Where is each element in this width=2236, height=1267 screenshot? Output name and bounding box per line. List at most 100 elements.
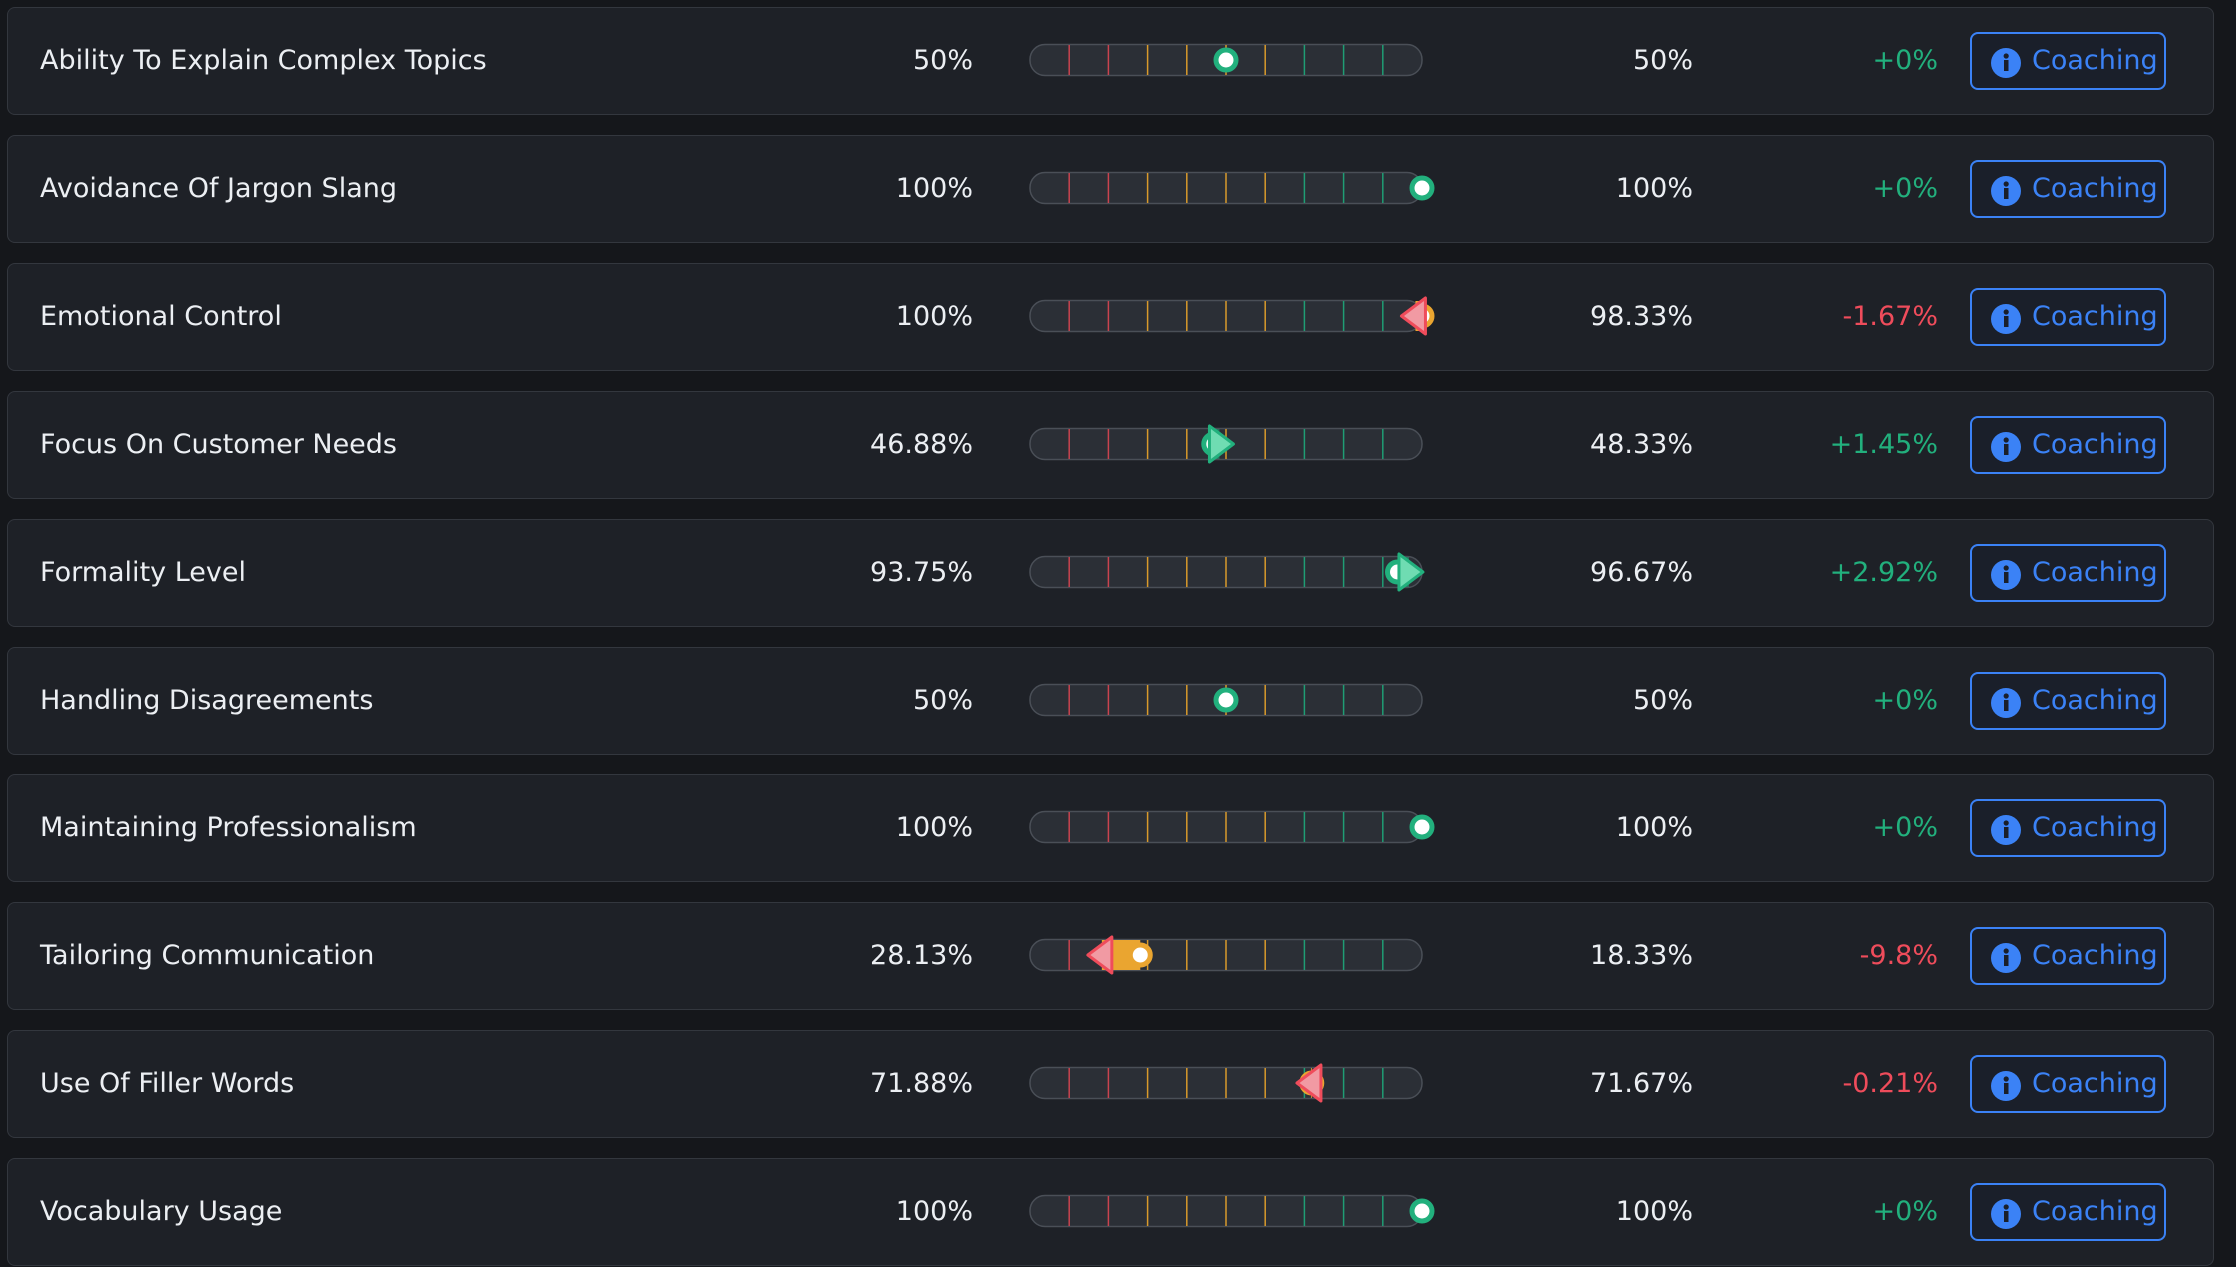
coaching-button[interactable]: Coaching (1970, 32, 2166, 90)
current-score: 50% (1632, 684, 1693, 716)
info-icon-stem (2004, 571, 2009, 583)
info-icon-dot (2003, 53, 2009, 59)
score-change: +0% (1872, 812, 1938, 844)
current-score: 100% (1615, 172, 1693, 204)
previous-score: 100% (895, 1196, 973, 1228)
current-score: 98.33% (1590, 300, 1693, 332)
metric-label: Use Of Filler Words (40, 1068, 295, 1100)
previous-marker (1213, 687, 1239, 712)
previous-marker (1409, 175, 1435, 201)
info-icon-stem (2004, 827, 2009, 839)
previous-score: 50% (912, 684, 973, 716)
info-icon (1991, 559, 2021, 590)
coaching-label: Coaching (2032, 940, 2158, 972)
score-track (1029, 424, 1423, 464)
metric-row: Maintaining Professionalism 100% 100% +0% Co… (7, 774, 2214, 883)
info-icon-dot (2003, 948, 2009, 954)
info-icon (1991, 1071, 2021, 1102)
score-change: +1.45% (1829, 428, 1938, 460)
info-icon-stem (2004, 955, 2009, 967)
coaching-button[interactable]: Coaching (1970, 415, 2166, 474)
metric-row: Tailoring Communication 28.13% 18.33% -9.8%… (7, 902, 2214, 1011)
info-icon-stem (2004, 1083, 2009, 1095)
current-score: 100% (1615, 1196, 1693, 1228)
coaching-label: Coaching (2032, 684, 2158, 716)
coaching-label: Coaching (2032, 812, 2158, 844)
score-change: -1.67% (1842, 300, 1938, 332)
previous-score: 50% (912, 45, 973, 76)
coaching-label: Coaching (2032, 45, 2158, 76)
coaching-label: Coaching (2032, 1068, 2158, 1100)
current-arrow (1399, 296, 1427, 336)
metric-label: Tailoring Communication (40, 940, 375, 972)
info-icon-stem (2004, 315, 2009, 327)
info-icon (1991, 943, 2021, 974)
info-icon-stem (2004, 443, 2009, 455)
score-track (1029, 683, 1423, 716)
previous-marker (1127, 942, 1153, 968)
info-icon (1991, 431, 2021, 462)
metric-row: Use Of Filler Words 71.88% 71.67% -0.21% Coa… (7, 1030, 2214, 1139)
info-icon-stem (2004, 1211, 2009, 1223)
current-score: 18.33% (1590, 940, 1693, 972)
current-arrow (1295, 1063, 1323, 1103)
coaching-button[interactable]: Coaching (1970, 671, 2166, 730)
previous-score: 46.88% (870, 428, 973, 460)
metric-label: Vocabulary Usage (40, 1196, 283, 1228)
info-icon-stem (2004, 187, 2009, 199)
metric-label: Handling Disagreements (40, 684, 374, 716)
info-icon-dot (2003, 820, 2009, 826)
coaching-button[interactable]: Coaching (1970, 1183, 2166, 1242)
score-change: -9.8% (1859, 940, 1938, 972)
current-score: 96.67% (1590, 556, 1693, 588)
info-icon-stem (2004, 60, 2009, 71)
coaching-button[interactable]: Coaching (1970, 287, 2166, 346)
score-track (1029, 1063, 1423, 1103)
coaching-button[interactable]: Coaching (1970, 159, 2166, 218)
metric-row: Formality Level 93.75% 96.67% +2.92% Coachin… (7, 518, 2214, 627)
previous-score: 100% (895, 300, 973, 332)
score-track (1029, 43, 1423, 77)
previous-score: 28.13% (870, 940, 973, 972)
metric-row: Handling Disagreements 50% 50% +0% Coaching (7, 646, 2214, 755)
metric-row: Focus On Customer Needs 46.88% 48.33% +1.45… (7, 390, 2214, 499)
metric-row: Avoidance Of Jargon Slang 100% 100% +0% Coac… (7, 134, 2214, 243)
coaching-button[interactable]: Coaching (1970, 1055, 2166, 1114)
current-score: 50% (1632, 45, 1693, 76)
current-arrow (1207, 424, 1235, 464)
score-change: +0% (1872, 45, 1938, 76)
info-icon (1991, 48, 2021, 78)
coaching-button[interactable]: Coaching (1970, 543, 2166, 602)
score-track (1029, 811, 1435, 844)
previous-score: 100% (895, 812, 973, 844)
current-arrow (1397, 552, 1425, 592)
previous-marker (1213, 47, 1239, 73)
info-icon-dot (2003, 309, 2009, 315)
score-track (1029, 935, 1423, 975)
info-icon-dot (2003, 1076, 2009, 1082)
metric-label: Emotional Control (40, 300, 282, 332)
score-change: +0% (1872, 172, 1938, 204)
info-icon (1991, 303, 2021, 334)
current-score: 100% (1615, 812, 1693, 844)
info-icon (1991, 1199, 2021, 1230)
info-icon-dot (2003, 1204, 2009, 1210)
info-icon-dot (2003, 181, 2009, 187)
coaching-label: Coaching (2032, 300, 2158, 332)
metric-label: Maintaining Professionalism (40, 812, 417, 844)
info-icon-dot (2003, 564, 2009, 571)
coaching-label: Coaching (2032, 428, 2158, 460)
coaching-button[interactable]: Coaching (1970, 927, 2166, 986)
previous-marker (1409, 814, 1435, 840)
info-icon (1991, 687, 2021, 718)
score-change: -0.21% (1842, 1068, 1938, 1100)
info-icon-dot (2003, 692, 2009, 699)
info-icon (1991, 175, 2021, 206)
current-score: 71.67% (1590, 1068, 1693, 1100)
metric-label: Formality Level (40, 556, 246, 588)
previous-score: 100% (895, 172, 973, 204)
coaching-button[interactable]: Coaching (1970, 799, 2166, 858)
current-arrow (1086, 935, 1114, 975)
metric-row: Ability To Explain Complex Topics 50% 50% +… (7, 7, 2214, 115)
score-track (1029, 1194, 1435, 1228)
